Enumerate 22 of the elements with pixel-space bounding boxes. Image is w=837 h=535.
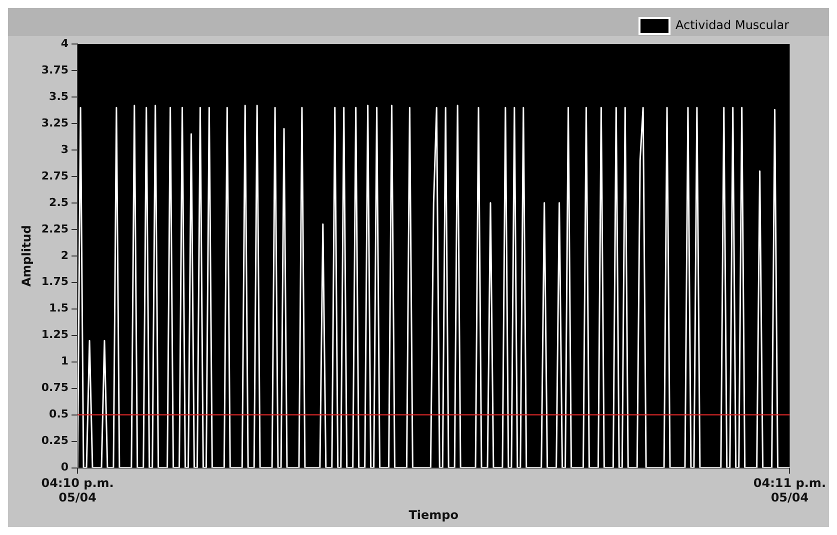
- y-tick-label: 2.25: [41, 222, 69, 236]
- y-tick-label: 3.5: [49, 90, 69, 103]
- y-tick-label: 1: [60, 354, 69, 368]
- y-tick-label: 3.25: [41, 116, 69, 130]
- y-tick-label: 2: [60, 248, 69, 262]
- y-tick-label: 3.75: [41, 63, 69, 76]
- y-tick-label: 0.5: [49, 408, 69, 421]
- y-tick-label: 4: [60, 36, 69, 50]
- y-axis-title: Amplitud: [19, 225, 34, 287]
- y-tick-label: 2.75: [41, 169, 69, 182]
- x-tick-label: 04:10 p.m. 05/04: [41, 476, 114, 505]
- y-tick-label: 1.25: [41, 328, 69, 342]
- x-tick-label: 04:11 p.m. 05/04: [753, 476, 826, 505]
- legend-label: Actividad Muscular: [675, 18, 790, 32]
- y-tick-label: 0.25: [41, 434, 69, 448]
- y-tick-label: 1.5: [49, 302, 69, 315]
- y-tick-label: 0.75: [41, 381, 69, 394]
- y-tick-label: 2.5: [49, 196, 69, 209]
- y-tick-label: 1.75: [41, 275, 69, 288]
- x-axis-title: Tiempo: [408, 508, 459, 522]
- y-tick-label: 3: [60, 142, 69, 156]
- y-tick-label: 0: [60, 460, 69, 474]
